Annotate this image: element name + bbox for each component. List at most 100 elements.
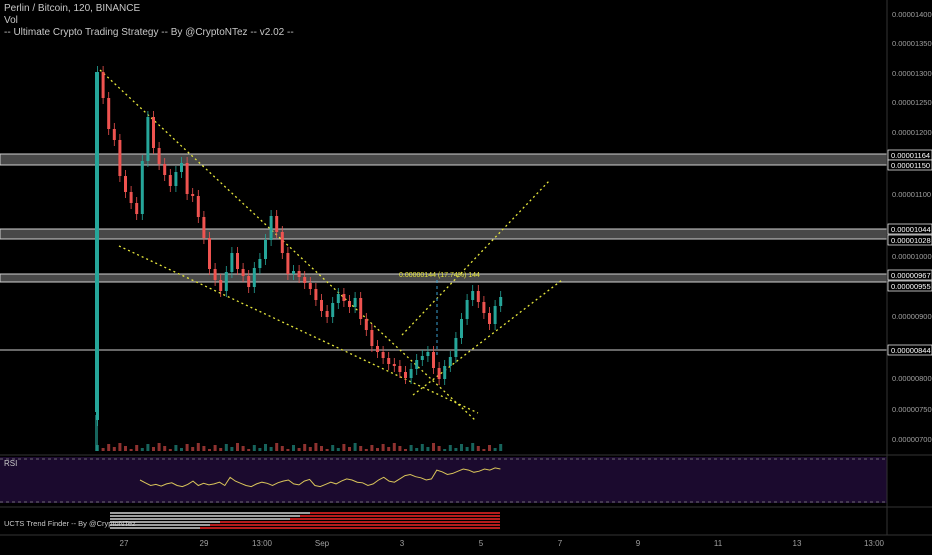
volume-bar: [437, 446, 441, 451]
price-tick-label: 0.00000700: [892, 435, 932, 444]
candle-body: [163, 164, 167, 175]
time-tick-label: Sep: [315, 539, 330, 548]
candle-body: [325, 311, 329, 317]
candle-body: [432, 352, 435, 368]
candle-body: [101, 72, 105, 98]
candle-body: [415, 360, 419, 369]
price-highlight-label: 0.00001150: [891, 161, 930, 170]
candle-body: [258, 259, 262, 268]
rsi-line: [139, 467, 501, 488]
candle-body: [460, 319, 463, 338]
candle-body: [353, 298, 357, 307]
candle-body: [168, 175, 172, 186]
candle-body: [213, 269, 217, 280]
candle-body: [387, 358, 391, 364]
candle-body: [269, 216, 273, 240]
candle-body: [443, 366, 447, 379]
candle-body: [482, 302, 486, 313]
volume-bar: [297, 448, 301, 451]
candle-body: [152, 117, 155, 148]
volume-bar: [213, 445, 217, 451]
volume-bar: [493, 448, 497, 451]
measure-label: 0.00000144 (17.74%) 144: [399, 272, 480, 279]
volume-bar: [224, 444, 228, 451]
volume-bar: [370, 445, 374, 451]
volume-bar: [247, 449, 251, 451]
candle-body: [348, 301, 351, 307]
volume-series: [95, 415, 503, 451]
strategy-indicator-label[interactable]: -- Ultimate Crypto Trading Strategy -- B…: [4, 27, 294, 38]
trend-bar-bear: [110, 521, 500, 523]
volume-bar: [208, 449, 211, 451]
price-tick-label: 0.00000900: [892, 312, 932, 321]
candle-body: [236, 253, 239, 269]
price-highlight-label: 0.00000967: [891, 271, 931, 280]
volume-bar: [180, 448, 183, 451]
time-tick-label: 11: [714, 539, 723, 548]
volume-bar: [348, 447, 351, 451]
candle-body: [252, 268, 256, 287]
candle-body: [303, 277, 307, 283]
price-axis[interactable]: 0.00001400 0.00001350 0.00001300 0.00001250…: [887, 10, 932, 444]
volume-bar: [448, 445, 452, 451]
volume-bar: [174, 445, 178, 451]
channel-upper-line[interactable]: [401, 179, 551, 336]
volume-bar: [191, 447, 195, 451]
candle-body: [280, 232, 284, 253]
volume-bar: [364, 449, 368, 451]
wedge-upper-line[interactable]: [99, 69, 476, 421]
volume-bar: [252, 445, 256, 451]
candle-body: [471, 291, 475, 300]
volume-bar: [124, 446, 127, 451]
channel-lower-line[interactable]: [412, 279, 563, 396]
volume-bar: [398, 446, 402, 451]
trend-bar-bear: [110, 527, 500, 529]
candle-body: [476, 291, 480, 302]
candle-body: [314, 289, 318, 300]
volume-bar: [359, 446, 363, 451]
time-axis[interactable]: 27 29 13:00 Sep 3 5 7 9 11 13 13:00: [120, 539, 885, 548]
trend-bar-neutral: [110, 515, 300, 517]
rsi-label: RSI: [4, 459, 17, 468]
volume-bar: [219, 448, 223, 451]
volume-bar: [280, 446, 284, 451]
candle-body: [398, 366, 402, 372]
vol-indicator-label[interactable]: Vol: [4, 15, 18, 26]
candle-body: [224, 272, 228, 291]
candle-body: [112, 129, 116, 140]
candle-body: [359, 298, 363, 319]
candle-body: [140, 161, 144, 214]
volume-bar: [118, 443, 122, 451]
trend-label: UCTS Trend Finder -- By @CryptoNTez: [4, 519, 136, 528]
trendlines[interactable]: [99, 69, 563, 421]
price-highlight-label: 0.00000955: [891, 282, 931, 291]
wedge-lower-line[interactable]: [118, 245, 479, 414]
price-highlight-label: 0.00001164: [891, 151, 930, 160]
candle-body: [118, 140, 122, 176]
candle-body: [275, 216, 279, 232]
symbol-title[interactable]: Perlin / Bitcoin, 120, BINANCE: [4, 3, 141, 14]
time-tick-label: 13:00: [864, 539, 885, 548]
trend-bar-bear: [110, 524, 500, 526]
candle-body: [342, 294, 346, 301]
volume-bar: [157, 443, 161, 451]
candle-body: [420, 356, 424, 360]
resistance-zone-1: [0, 153, 888, 166]
price-tick-label: 0.00001000: [892, 252, 932, 261]
volume-bar: [152, 447, 155, 451]
candle-body: [409, 369, 413, 378]
candle-body: [180, 163, 183, 172]
price-highlight-label: 0.00001028: [891, 236, 931, 245]
time-tick-label: 7: [558, 539, 563, 548]
candle-body: [336, 294, 340, 303]
volume-bar: [331, 445, 335, 451]
candle-body: [208, 238, 211, 269]
volume-bar: [303, 444, 307, 451]
volume-bar: [230, 447, 234, 451]
candle-body: [292, 271, 295, 274]
price-tick-label: 0.00001300: [892, 69, 932, 78]
volume-bar: [460, 444, 463, 451]
volume-bar: [387, 447, 391, 451]
